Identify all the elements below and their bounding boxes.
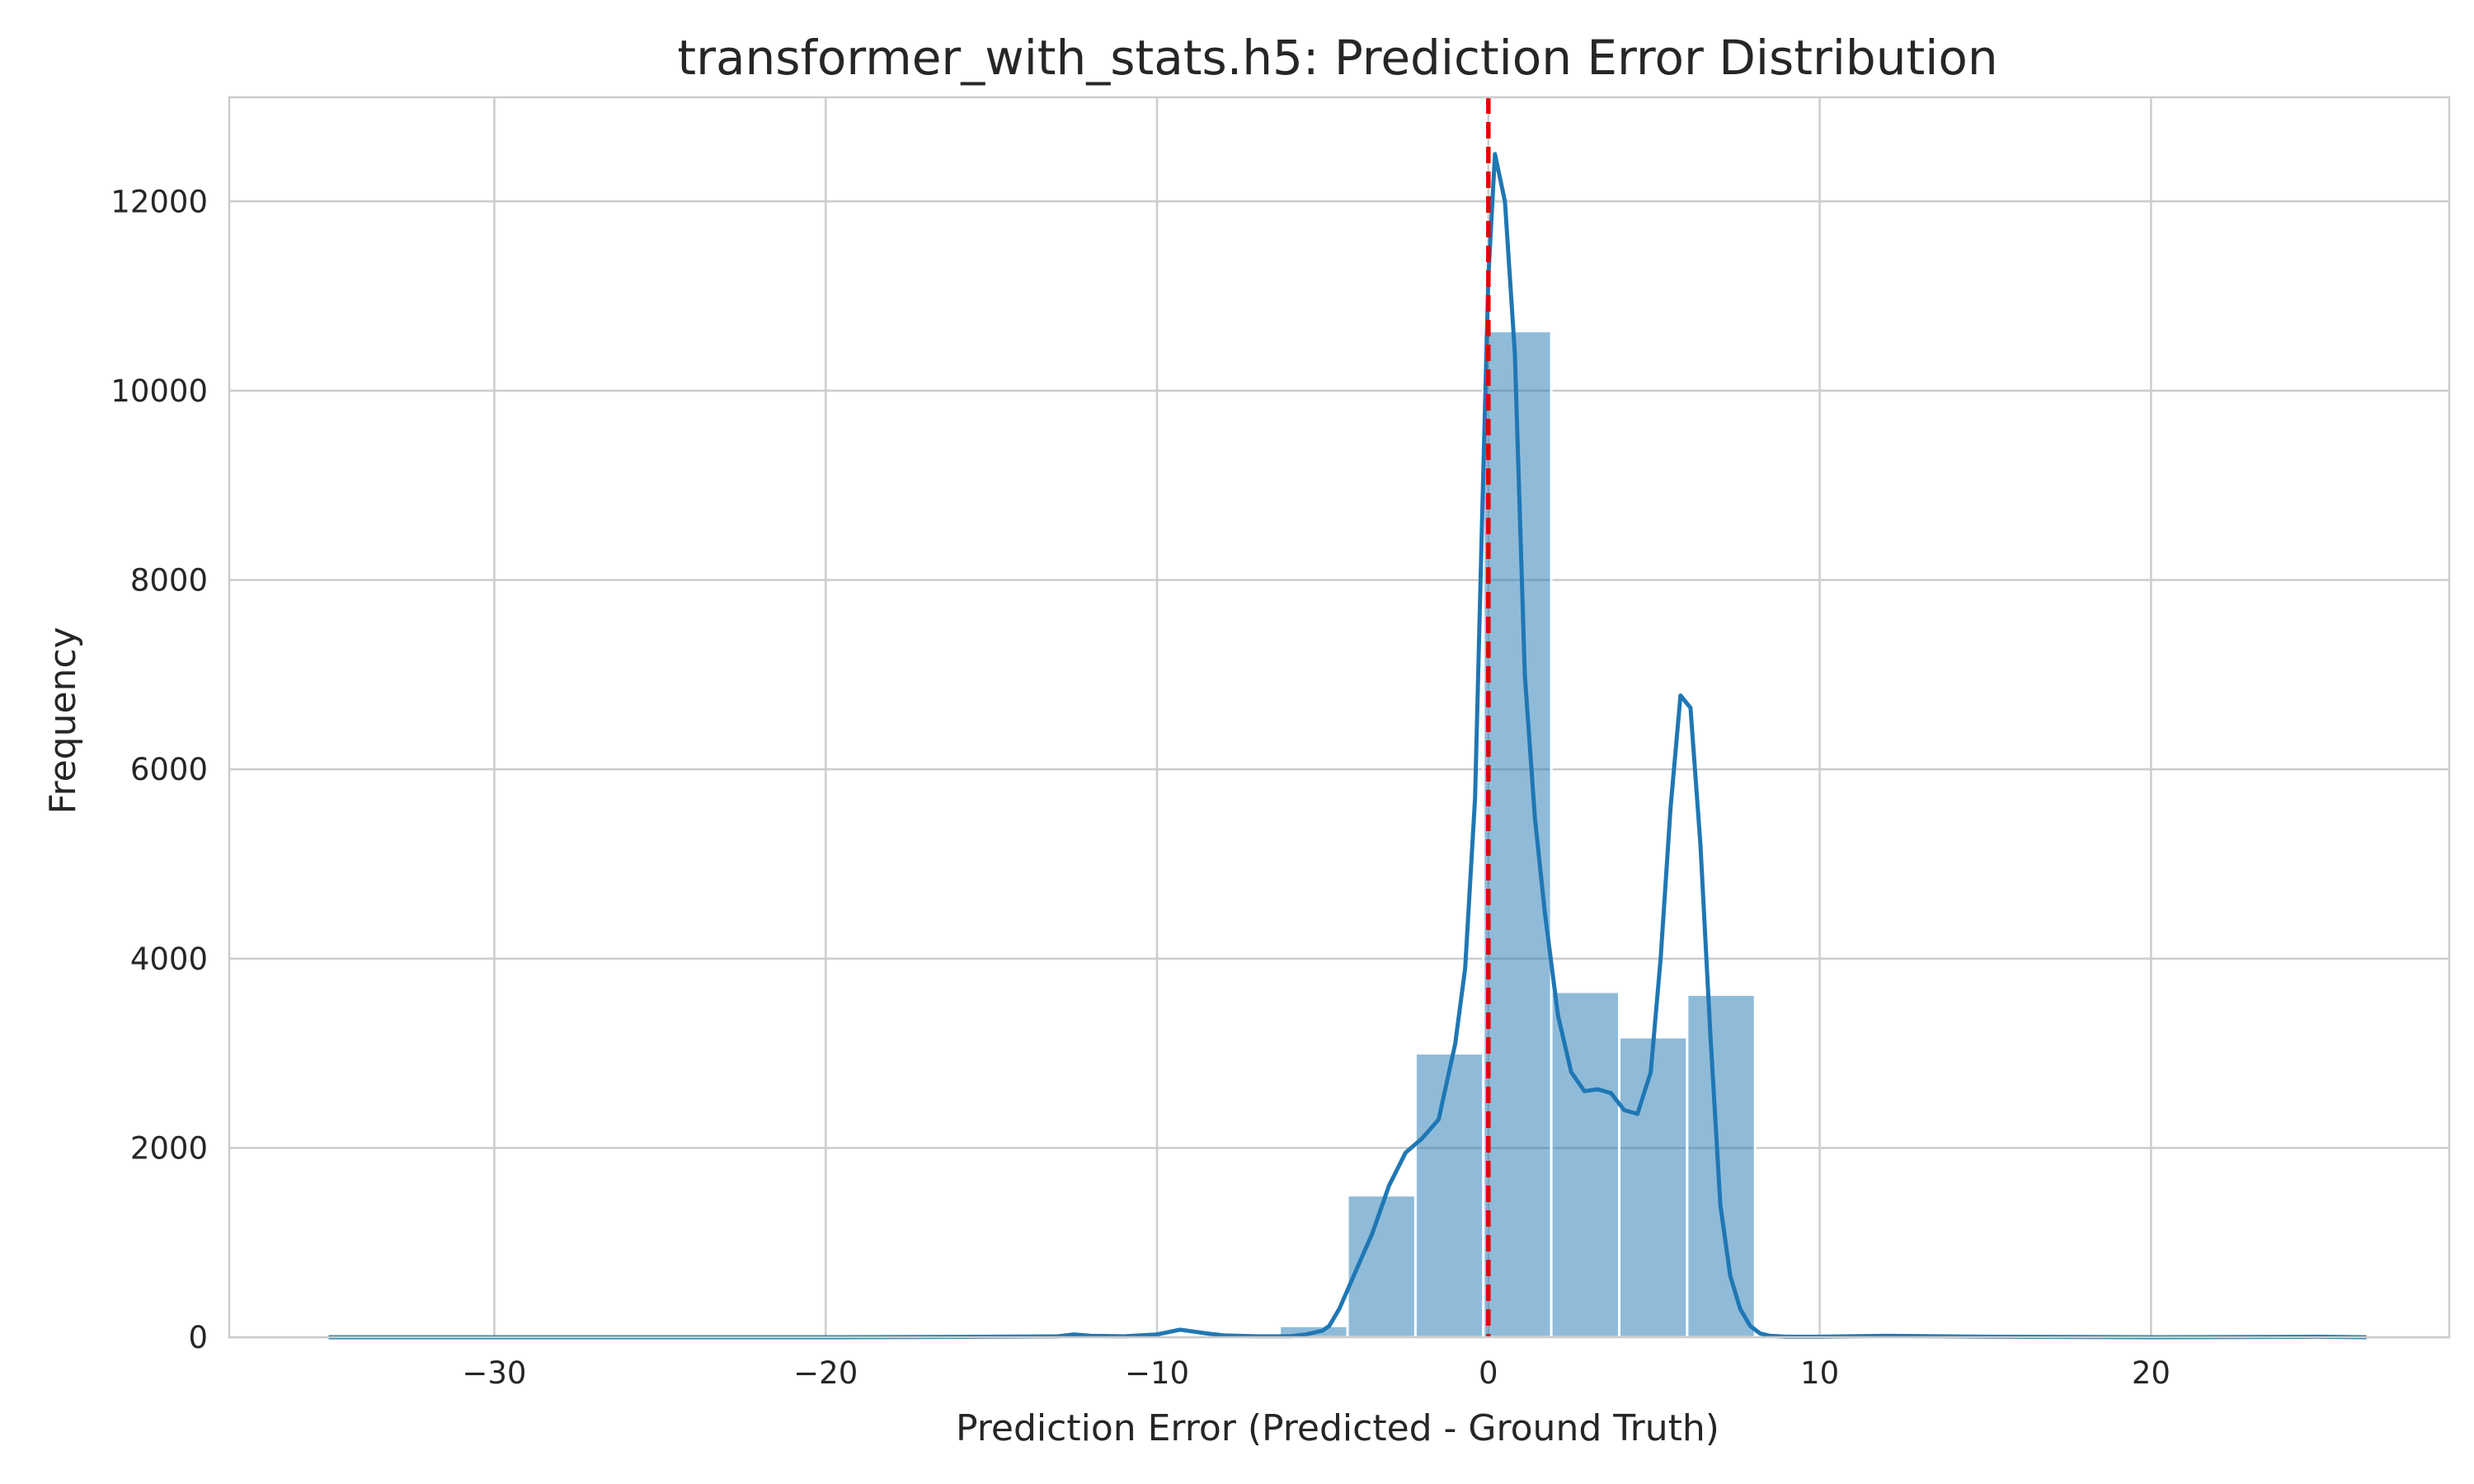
histogram-bar — [1413, 1052, 1485, 1339]
y-tick-label: 2000 — [130, 1130, 208, 1166]
histogram-bar — [1618, 1036, 1689, 1339]
kde-curve-layer — [328, 152, 2367, 1340]
tick-labels: −30 −20 −10 0 10 20 0 2000 4000 6000 8000 10000 1200… — [111, 184, 2171, 1391]
plot-frame — [228, 96, 2451, 1339]
x-tick-label: −30 — [462, 1355, 526, 1391]
y-axis-label: Frequency — [42, 627, 84, 814]
x-tick-label: 0 — [1479, 1355, 1498, 1391]
x-tick-label: −10 — [1125, 1355, 1189, 1391]
chart-title: transformer_with_stats.h5: Prediction Er… — [677, 30, 1997, 86]
y-tick-label: 8000 — [130, 563, 208, 599]
y-tick-label: 0 — [188, 1320, 208, 1355]
x-tick-label: −20 — [793, 1355, 858, 1391]
kde-curve — [328, 152, 2367, 1340]
grid-layer — [229, 97, 2449, 1339]
y-tick-label: 6000 — [130, 752, 208, 787]
y-tick-label: 12000 — [111, 184, 208, 219]
histogram-bar — [1550, 990, 1621, 1339]
x-axis-label: Prediction Error (Predicted - Ground Tru… — [956, 1407, 1719, 1449]
y-tick-label: 4000 — [130, 942, 208, 977]
x-tick-label: 20 — [2132, 1355, 2171, 1391]
x-tick-label: 10 — [1800, 1355, 1839, 1391]
histogram-bars — [1278, 330, 1757, 1339]
histogram-bar — [1686, 993, 1757, 1339]
y-tick-label: 10000 — [111, 373, 208, 409]
